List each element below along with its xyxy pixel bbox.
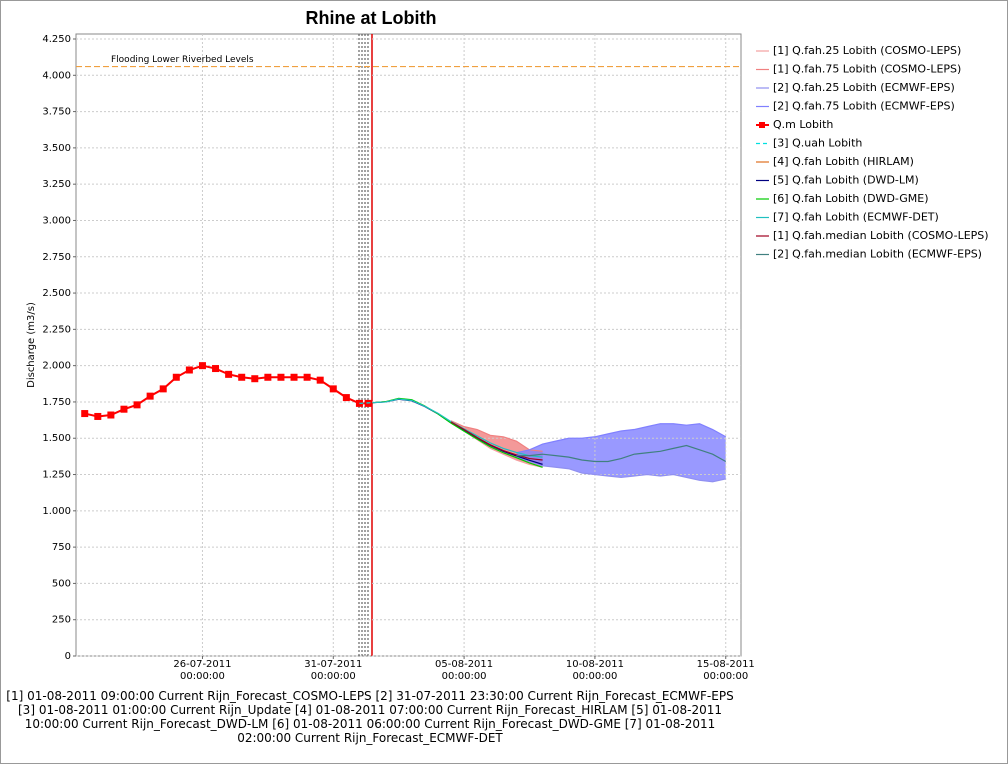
data-point [159,385,167,393]
threshold-label: Flooding Lower Riverbed Levels [111,55,254,65]
data-point [212,365,220,373]
plot-area [75,33,742,657]
y-tick-label: 1.500 [42,433,71,444]
data-point [172,373,180,381]
y-tick-label: 3.500 [42,143,71,154]
y-tick-label: 3.750 [42,107,71,118]
series-line [516,444,727,463]
y-tick-label: 4.250 [42,34,71,45]
legend-label: [6] Q.fah Lobith (DWD-GME) [773,192,929,205]
legend-label: [4] Q.fah Lobith (HIRLAM) [773,155,914,168]
legend-label: Q.m Lobith [773,118,833,131]
y-tick-label: 500 [52,578,71,589]
x-tick-label: 10-08-2011 00:00:00 [565,659,624,682]
data-point [81,410,89,418]
legend-label: [2] Q.fah.75 Lobith (ECMWF-EPS) [773,100,955,113]
data-point [120,405,128,413]
grid [76,34,741,657]
data-point [316,376,324,384]
y-tick-label: 4.000 [42,70,71,81]
data-point [303,373,311,381]
data-point [238,373,246,381]
legend-label: [7] Q.fah Lobith (ECMWF-DET) [773,211,939,224]
data-point [342,394,350,402]
y-tick-label: 1.750 [42,397,71,408]
data-point [107,411,115,419]
series-line [516,456,726,483]
data-point [290,373,298,381]
y-tick-label: 750 [52,542,71,553]
series-line [450,420,543,452]
legend-label: [2] Q.fah.median Lobith (ECMWF-EPS) [773,248,982,261]
y-tick-label: 2.250 [42,324,71,335]
data-point [133,401,141,409]
y-tick-label: 1.000 [42,506,71,517]
footnote: [1] 01-08-2011 09:00:00 Current Rijn_For… [6,689,734,745]
data-point [264,373,272,381]
legend-label: [2] Q.fah.25 Lobith (ECMWF-EPS) [773,81,955,94]
legend-label: [1] Q.fah.25 Lobith (COSMO-LEPS) [773,44,961,57]
y-tick-label: 2.000 [42,361,71,372]
data-point [251,375,259,383]
data-point [94,412,102,420]
legend-label: [1] Q.fah.median Lobith (COSMO-LEPS) [773,229,989,242]
y-tick-label: 3.000 [42,215,71,226]
x-tick-label: 15-08-2011 00:00:00 [696,659,755,682]
data-point [198,362,206,370]
y-tick-label: 3.250 [42,179,71,190]
x-tick-label: 05-08-2011 00:00:00 [435,659,494,682]
legend-label: [3] Q.uah Lobith [773,137,862,150]
legend-marker [759,122,765,128]
series-line [450,421,543,461]
legend-label: [1] Q.fah.75 Lobith (COSMO-LEPS) [773,63,961,76]
data-point [185,366,193,374]
y-tick-label: 1.250 [42,470,71,481]
y-tick-label: 2.500 [42,288,71,299]
data-point [329,385,337,393]
series-line [516,423,727,454]
series-line [372,397,543,468]
y-tick-label: 250 [52,615,71,626]
series-line [359,402,373,404]
chart-title: Rhine at Lobith [306,8,437,28]
y-axis-label: Discharge (m3/s) [26,302,37,388]
legend-label: [5] Q.fah Lobith (DWD-LM) [773,174,919,187]
y-tick-label: 2.750 [42,252,71,263]
x-tick-label: 26-07-2011 00:00:00 [173,659,232,682]
forecast-time-lines [358,34,373,656]
data-point [225,370,233,378]
data-point [146,392,154,400]
data-point [277,373,285,381]
y-tick-label: 0 [65,651,71,662]
x-tick-label: 31-07-2011 00:00:00 [304,659,363,682]
